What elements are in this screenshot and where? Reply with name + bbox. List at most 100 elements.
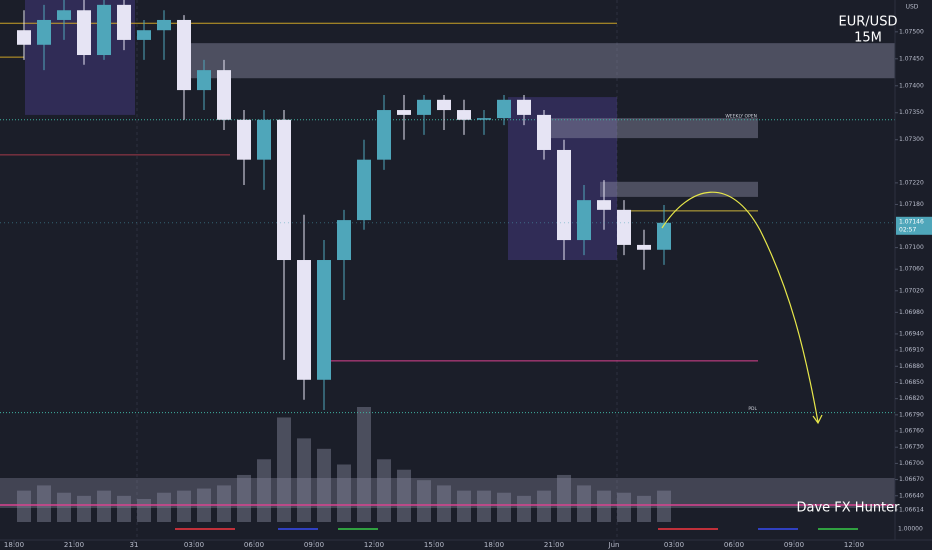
candle-body <box>177 19 191 91</box>
chart-subtitle: 15M <box>854 31 882 46</box>
volume-bar <box>617 492 631 522</box>
candle-body <box>597 200 611 210</box>
x-tick-label: 12:00 <box>364 541 384 549</box>
x-tick-label: 09:00 <box>784 541 804 549</box>
x-tick-label: 06:00 <box>244 541 264 549</box>
volume-bar <box>237 474 251 522</box>
y-tick-label: 1.07060 <box>899 266 924 273</box>
chart-title: EUR/USD <box>839 15 898 30</box>
y-tick-label: 1.06880 <box>899 363 924 370</box>
y-tick-label: 1.06940 <box>899 330 924 337</box>
y-tick-label: 1.06760 <box>899 428 924 435</box>
x-tick-label: 03:00 <box>184 541 204 549</box>
y-tick-label: 1.06614 <box>899 506 924 513</box>
candle-body <box>397 110 411 115</box>
zone <box>180 43 895 79</box>
candle-body <box>157 19 171 31</box>
volume-bar <box>417 480 431 522</box>
volume-bar <box>337 464 351 522</box>
y-tick-label: 1.06670 <box>899 476 924 483</box>
candle-body <box>337 220 351 261</box>
volume-bar <box>357 407 371 522</box>
volume-bar <box>657 490 671 522</box>
zone <box>550 118 758 139</box>
candle-body <box>77 10 91 56</box>
volume-bar <box>637 495 651 522</box>
x-tick-label: 03:00 <box>664 541 684 549</box>
volume-bar <box>257 459 271 522</box>
candle-body <box>617 209 631 245</box>
x-tick-label: 21:00 <box>544 541 564 549</box>
volume-bar <box>517 495 531 522</box>
y-tick-label: 1.06820 <box>899 395 924 402</box>
y-tick-label: 1.06730 <box>899 444 924 451</box>
volume-bar <box>37 485 51 522</box>
y-tick-label: 1.06640 <box>899 492 924 499</box>
x-tick-label: 12:00 <box>844 541 864 549</box>
y-tick-label: 1.07400 <box>899 82 924 89</box>
volume-bar <box>497 492 511 522</box>
volume-bar <box>377 459 391 522</box>
candle-body <box>657 222 671 250</box>
candle-body <box>57 10 71 20</box>
x-tick-label: 18:00 <box>484 541 504 549</box>
x-tick-label: 15:00 <box>424 541 444 549</box>
candle-body <box>297 260 311 380</box>
y-tick-label: 1.06700 <box>899 460 924 467</box>
x-tick-label: Jun <box>608 541 620 549</box>
level-label: PDL <box>748 406 757 412</box>
volume-bar <box>437 485 451 522</box>
y-tick-label: 1.07020 <box>899 287 924 294</box>
volume-bar <box>157 492 171 522</box>
volume-bar <box>597 490 611 522</box>
volume-bar <box>317 448 331 522</box>
candle-body <box>37 19 51 45</box>
candle-body <box>17 30 31 45</box>
volume-bar <box>397 469 411 522</box>
candle-body <box>117 4 131 40</box>
volume-scale-label: 1.00000 <box>898 526 923 533</box>
candle-body <box>537 114 551 150</box>
currency-label: USD <box>906 4 919 11</box>
volume-bar <box>537 490 551 522</box>
y-tick-label: 1.07180 <box>899 201 924 208</box>
price-tag <box>896 216 932 235</box>
volume-band <box>0 478 895 508</box>
volume-bar <box>77 495 91 522</box>
volume-bar <box>477 490 491 522</box>
y-tick-label: 1.06980 <box>899 309 924 316</box>
x-tick-label: 09:00 <box>304 541 324 549</box>
y-tick-label: 1.07300 <box>899 136 924 143</box>
candle-body <box>257 119 271 160</box>
y-tick-label: 1.07220 <box>899 179 924 186</box>
level-label: WEEKLY OPEN <box>725 113 757 119</box>
volume-bar <box>57 492 71 522</box>
volume-bar <box>97 490 111 522</box>
y-tick-label: 1.06790 <box>899 411 924 418</box>
x-tick-label: 06:00 <box>724 541 744 549</box>
candle-body <box>577 200 591 241</box>
candle-body <box>477 118 491 120</box>
candle-body <box>517 99 531 115</box>
arrow-head <box>812 414 823 425</box>
candle-body <box>317 260 331 380</box>
volume-bar <box>177 490 191 522</box>
candle-body <box>417 99 431 115</box>
x-tick-label: 21:00 <box>64 541 84 549</box>
candle-body <box>637 244 651 250</box>
candle-body <box>377 110 391 160</box>
y-tick-label: 1.06850 <box>899 379 924 386</box>
volume-bar <box>17 490 31 522</box>
y-tick-label: 1.07350 <box>899 109 924 116</box>
candle-body <box>237 119 251 160</box>
y-tick-label: 1.07450 <box>899 55 924 62</box>
candle-body <box>277 119 291 261</box>
candle-body <box>137 30 151 40</box>
candle-body <box>197 70 211 91</box>
price-tag-label: 1.07146 <box>899 218 924 225</box>
volume-bar <box>297 438 311 522</box>
candle-body <box>97 4 111 56</box>
volume-bar <box>217 485 231 522</box>
